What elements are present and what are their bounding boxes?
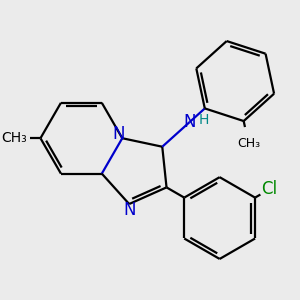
Text: N: N (123, 201, 135, 219)
Text: N: N (183, 113, 196, 131)
Text: CH₃: CH₃ (237, 136, 260, 149)
Text: N: N (113, 125, 125, 143)
Text: CH₃: CH₃ (1, 131, 27, 145)
Text: Cl: Cl (261, 180, 277, 198)
Text: H: H (199, 113, 209, 127)
